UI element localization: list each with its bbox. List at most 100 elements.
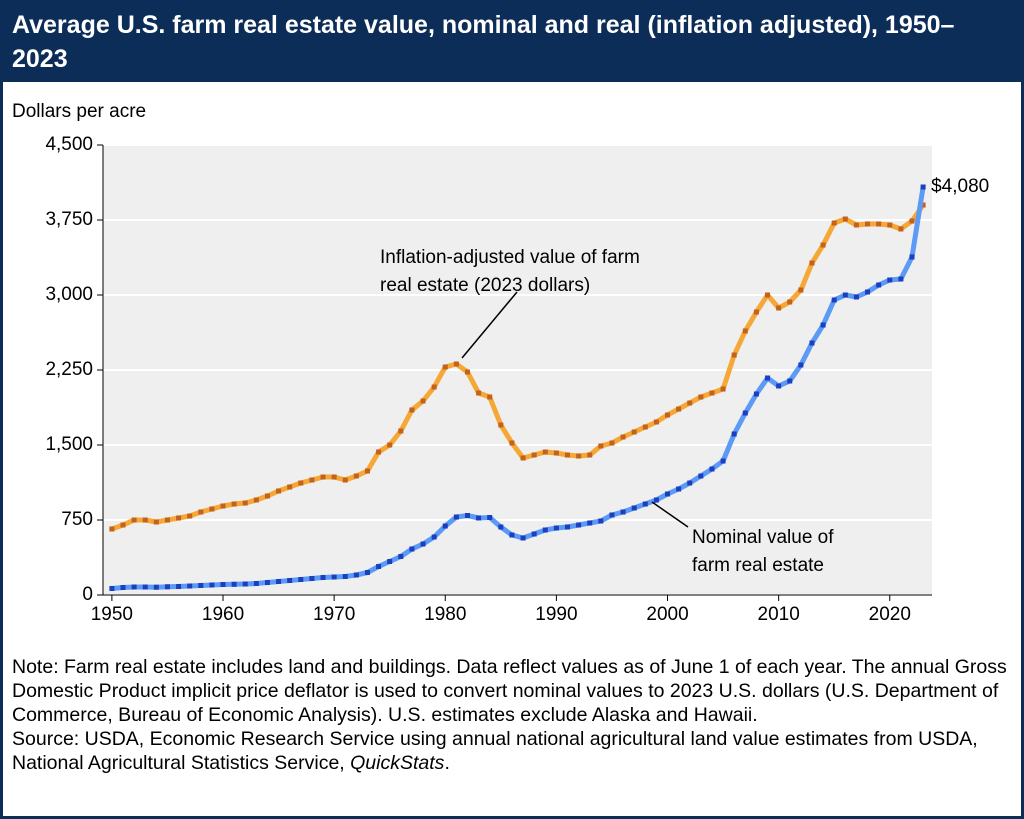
point-marker: [364, 570, 370, 575]
annotation: Inflation-adjusted value of farm: [380, 247, 640, 268]
point-marker: [176, 584, 182, 589]
value-label: $4,080: [931, 176, 989, 197]
point-marker: [565, 452, 571, 458]
source-italic: QuickStats: [350, 752, 445, 774]
point-marker: [420, 398, 426, 404]
point-marker: [331, 474, 337, 480]
x-tick-label: 1970: [313, 604, 355, 625]
y-tick-label: 2,250: [45, 359, 93, 380]
point-marker: [909, 218, 915, 224]
point-marker: [220, 503, 226, 509]
x-tick-label: 1960: [202, 604, 244, 625]
point-marker: [898, 226, 904, 232]
point-marker: [687, 400, 693, 406]
point-marker: [187, 513, 193, 519]
point-marker: [309, 477, 315, 483]
point-marker: [687, 480, 693, 486]
point-marker: [431, 534, 437, 540]
y-tick-label: 0: [82, 584, 93, 605]
point-marker: [287, 484, 293, 490]
point-marker: [765, 292, 771, 298]
note: Note: Farm real estate includes land and…: [12, 656, 1013, 726]
point-marker: [264, 580, 270, 585]
point-marker: [487, 394, 493, 400]
header: Average U.S. farm real estate value, nom…: [0, 0, 1024, 82]
point-marker: [742, 410, 748, 416]
point-marker: [498, 524, 504, 530]
point-marker: [342, 574, 348, 579]
point-marker: [787, 299, 793, 305]
point-marker: [353, 473, 359, 479]
point-marker: [509, 440, 515, 446]
point-marker: [598, 518, 604, 524]
point-marker: [387, 442, 393, 448]
point-marker: [898, 276, 904, 282]
point-marker: [631, 505, 637, 511]
point-marker: [809, 260, 815, 266]
point-marker: [520, 455, 526, 461]
point-marker: [287, 578, 293, 583]
point-marker: [398, 554, 404, 559]
point-marker: [442, 523, 448, 529]
point-marker: [320, 474, 326, 480]
point-marker: [831, 220, 837, 226]
point-marker: [431, 384, 437, 390]
point-marker: [576, 453, 582, 459]
point-marker: [665, 491, 671, 497]
point-marker: [653, 497, 659, 503]
y-axis-label: Dollars per acre: [12, 101, 146, 122]
leader-line: [651, 501, 689, 528]
point-marker: [142, 584, 148, 590]
point-marker: [276, 579, 282, 584]
point-marker: [553, 450, 559, 456]
source: Source: USDA, Economic Research Service …: [12, 727, 1012, 775]
point-marker: [376, 449, 382, 455]
point-marker: [798, 287, 804, 293]
point-marker: [742, 328, 748, 334]
point-marker: [242, 581, 248, 587]
y-tick-label: 1,500: [45, 434, 93, 455]
point-marker: [231, 501, 237, 507]
point-marker: [909, 254, 915, 260]
point-marker: [409, 546, 415, 552]
source-end: .: [444, 752, 450, 774]
point-marker: [198, 583, 204, 588]
point-marker: [776, 383, 782, 389]
y-tick-label: 3,000: [45, 284, 93, 305]
point-marker: [176, 515, 182, 521]
point-marker: [153, 519, 159, 525]
point-marker: [598, 443, 604, 449]
point-marker: [765, 375, 771, 381]
point-marker: [531, 452, 537, 458]
point-marker: [209, 506, 215, 512]
point-marker: [853, 294, 859, 300]
point-marker: [609, 440, 615, 446]
point-marker: [253, 581, 259, 586]
point-marker: [653, 419, 659, 425]
point-marker: [253, 497, 259, 503]
point-marker: [298, 480, 304, 486]
y-tick-label: 3,750: [45, 209, 93, 230]
annotation: real estate (2023 dollars): [380, 275, 590, 296]
point-marker: [831, 297, 837, 303]
point-marker: [542, 527, 548, 533]
point-marker: [553, 525, 559, 531]
point-marker: [487, 515, 493, 520]
point-marker: [676, 406, 682, 412]
point-marker: [309, 576, 315, 581]
point-marker: [509, 532, 515, 538]
point-marker: [887, 277, 893, 283]
point-marker: [220, 582, 226, 587]
point-marker: [720, 458, 726, 464]
x-tick-label: 2020: [869, 604, 911, 625]
point-marker: [476, 390, 482, 396]
y-tick-label: 750: [61, 509, 93, 530]
point-marker: [620, 509, 626, 515]
point-marker: [576, 522, 582, 528]
point-marker: [131, 517, 137, 523]
point-marker: [876, 221, 882, 227]
point-marker: [409, 407, 415, 413]
point-marker: [642, 501, 648, 507]
point-marker: [698, 473, 704, 479]
